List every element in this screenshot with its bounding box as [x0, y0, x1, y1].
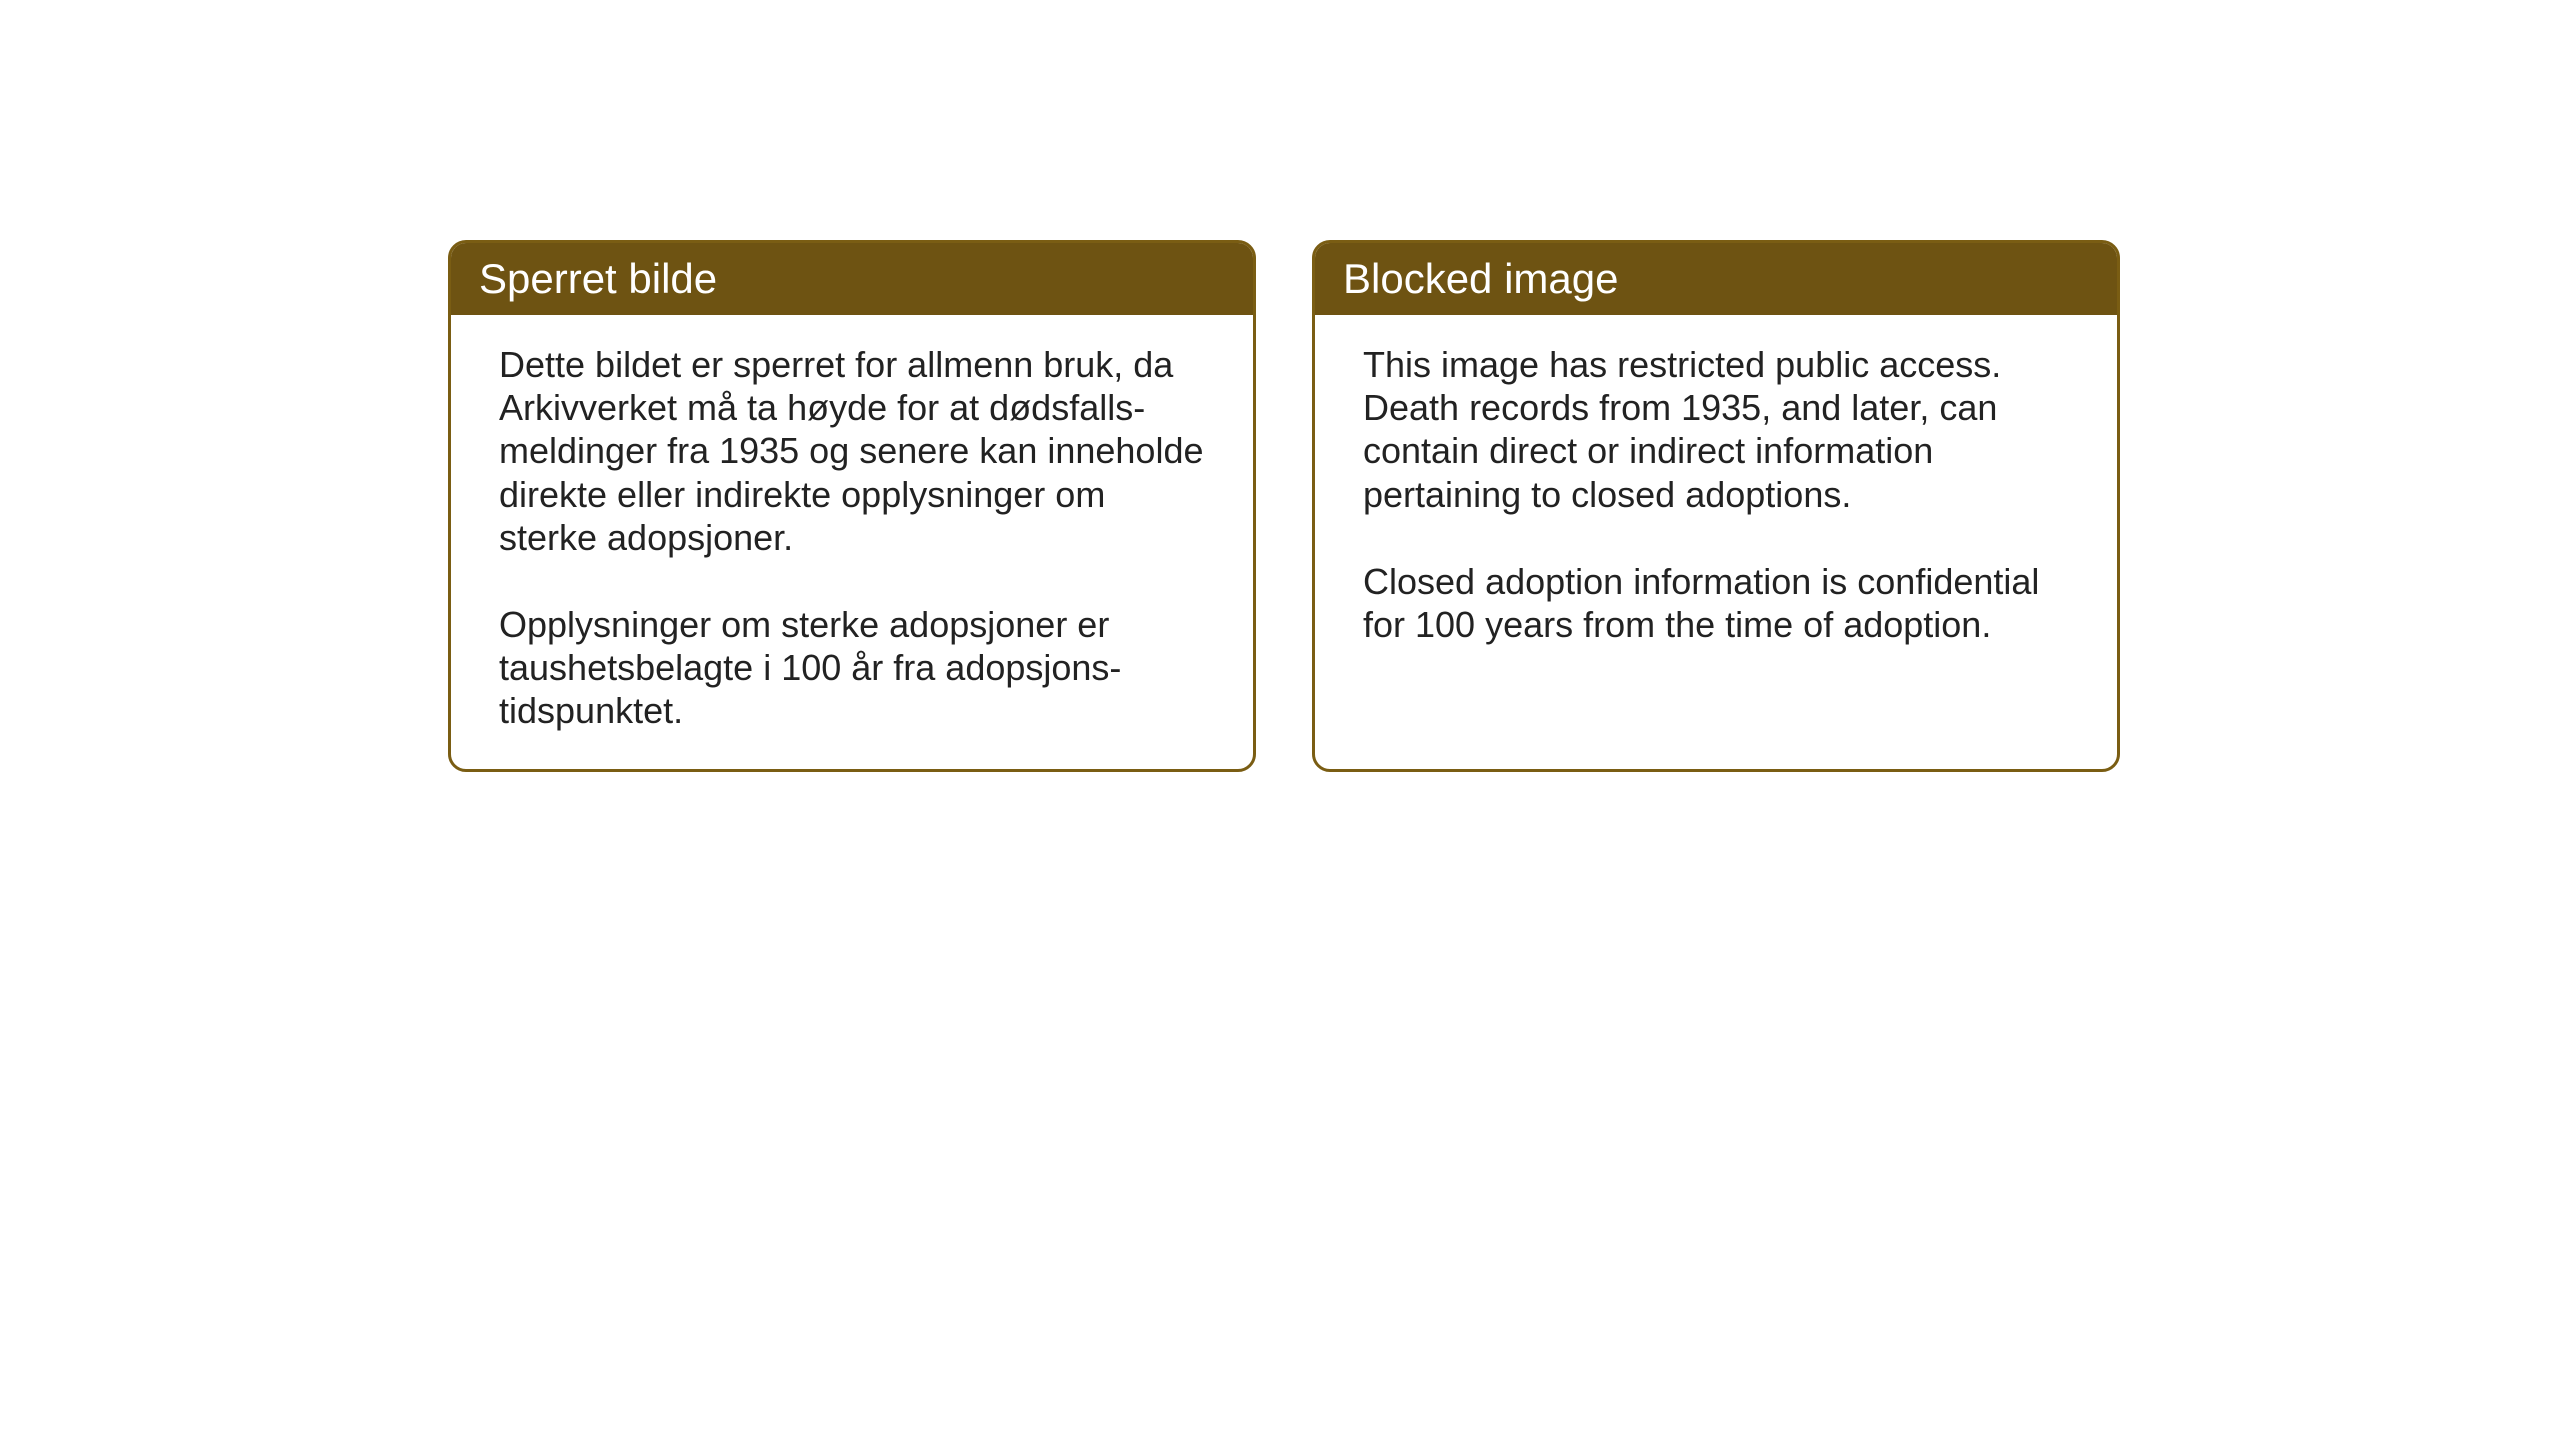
- card-title-norwegian: Sperret bilde: [479, 255, 717, 302]
- card-title-english: Blocked image: [1343, 255, 1618, 302]
- card-header-norwegian: Sperret bilde: [451, 243, 1253, 315]
- card-paragraph-english-2: Closed adoption information is confident…: [1363, 560, 2069, 646]
- cards-container: Sperret bilde Dette bildet er sperret fo…: [448, 240, 2120, 772]
- card-paragraph-norwegian-1: Dette bildet er sperret for allmenn bruk…: [499, 343, 1205, 559]
- card-body-norwegian: Dette bildet er sperret for allmenn bruk…: [451, 315, 1253, 769]
- card-norwegian: Sperret bilde Dette bildet er sperret fo…: [448, 240, 1256, 772]
- card-english: Blocked image This image has restricted …: [1312, 240, 2120, 772]
- card-paragraph-english-1: This image has restricted public access.…: [1363, 343, 2069, 516]
- card-paragraph-norwegian-2: Opplysninger om sterke adopsjoner er tau…: [499, 603, 1205, 733]
- card-header-english: Blocked image: [1315, 243, 2117, 315]
- card-body-english: This image has restricted public access.…: [1315, 315, 2117, 755]
